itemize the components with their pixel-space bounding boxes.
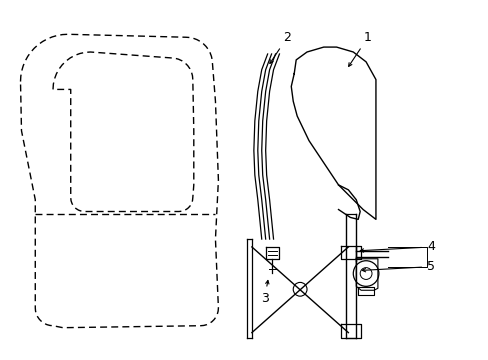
Text: 1: 1 xyxy=(348,31,371,66)
Text: 3: 3 xyxy=(260,280,268,305)
Text: 5: 5 xyxy=(362,260,434,273)
Text: 2: 2 xyxy=(269,31,291,63)
Text: 4: 4 xyxy=(360,240,434,253)
